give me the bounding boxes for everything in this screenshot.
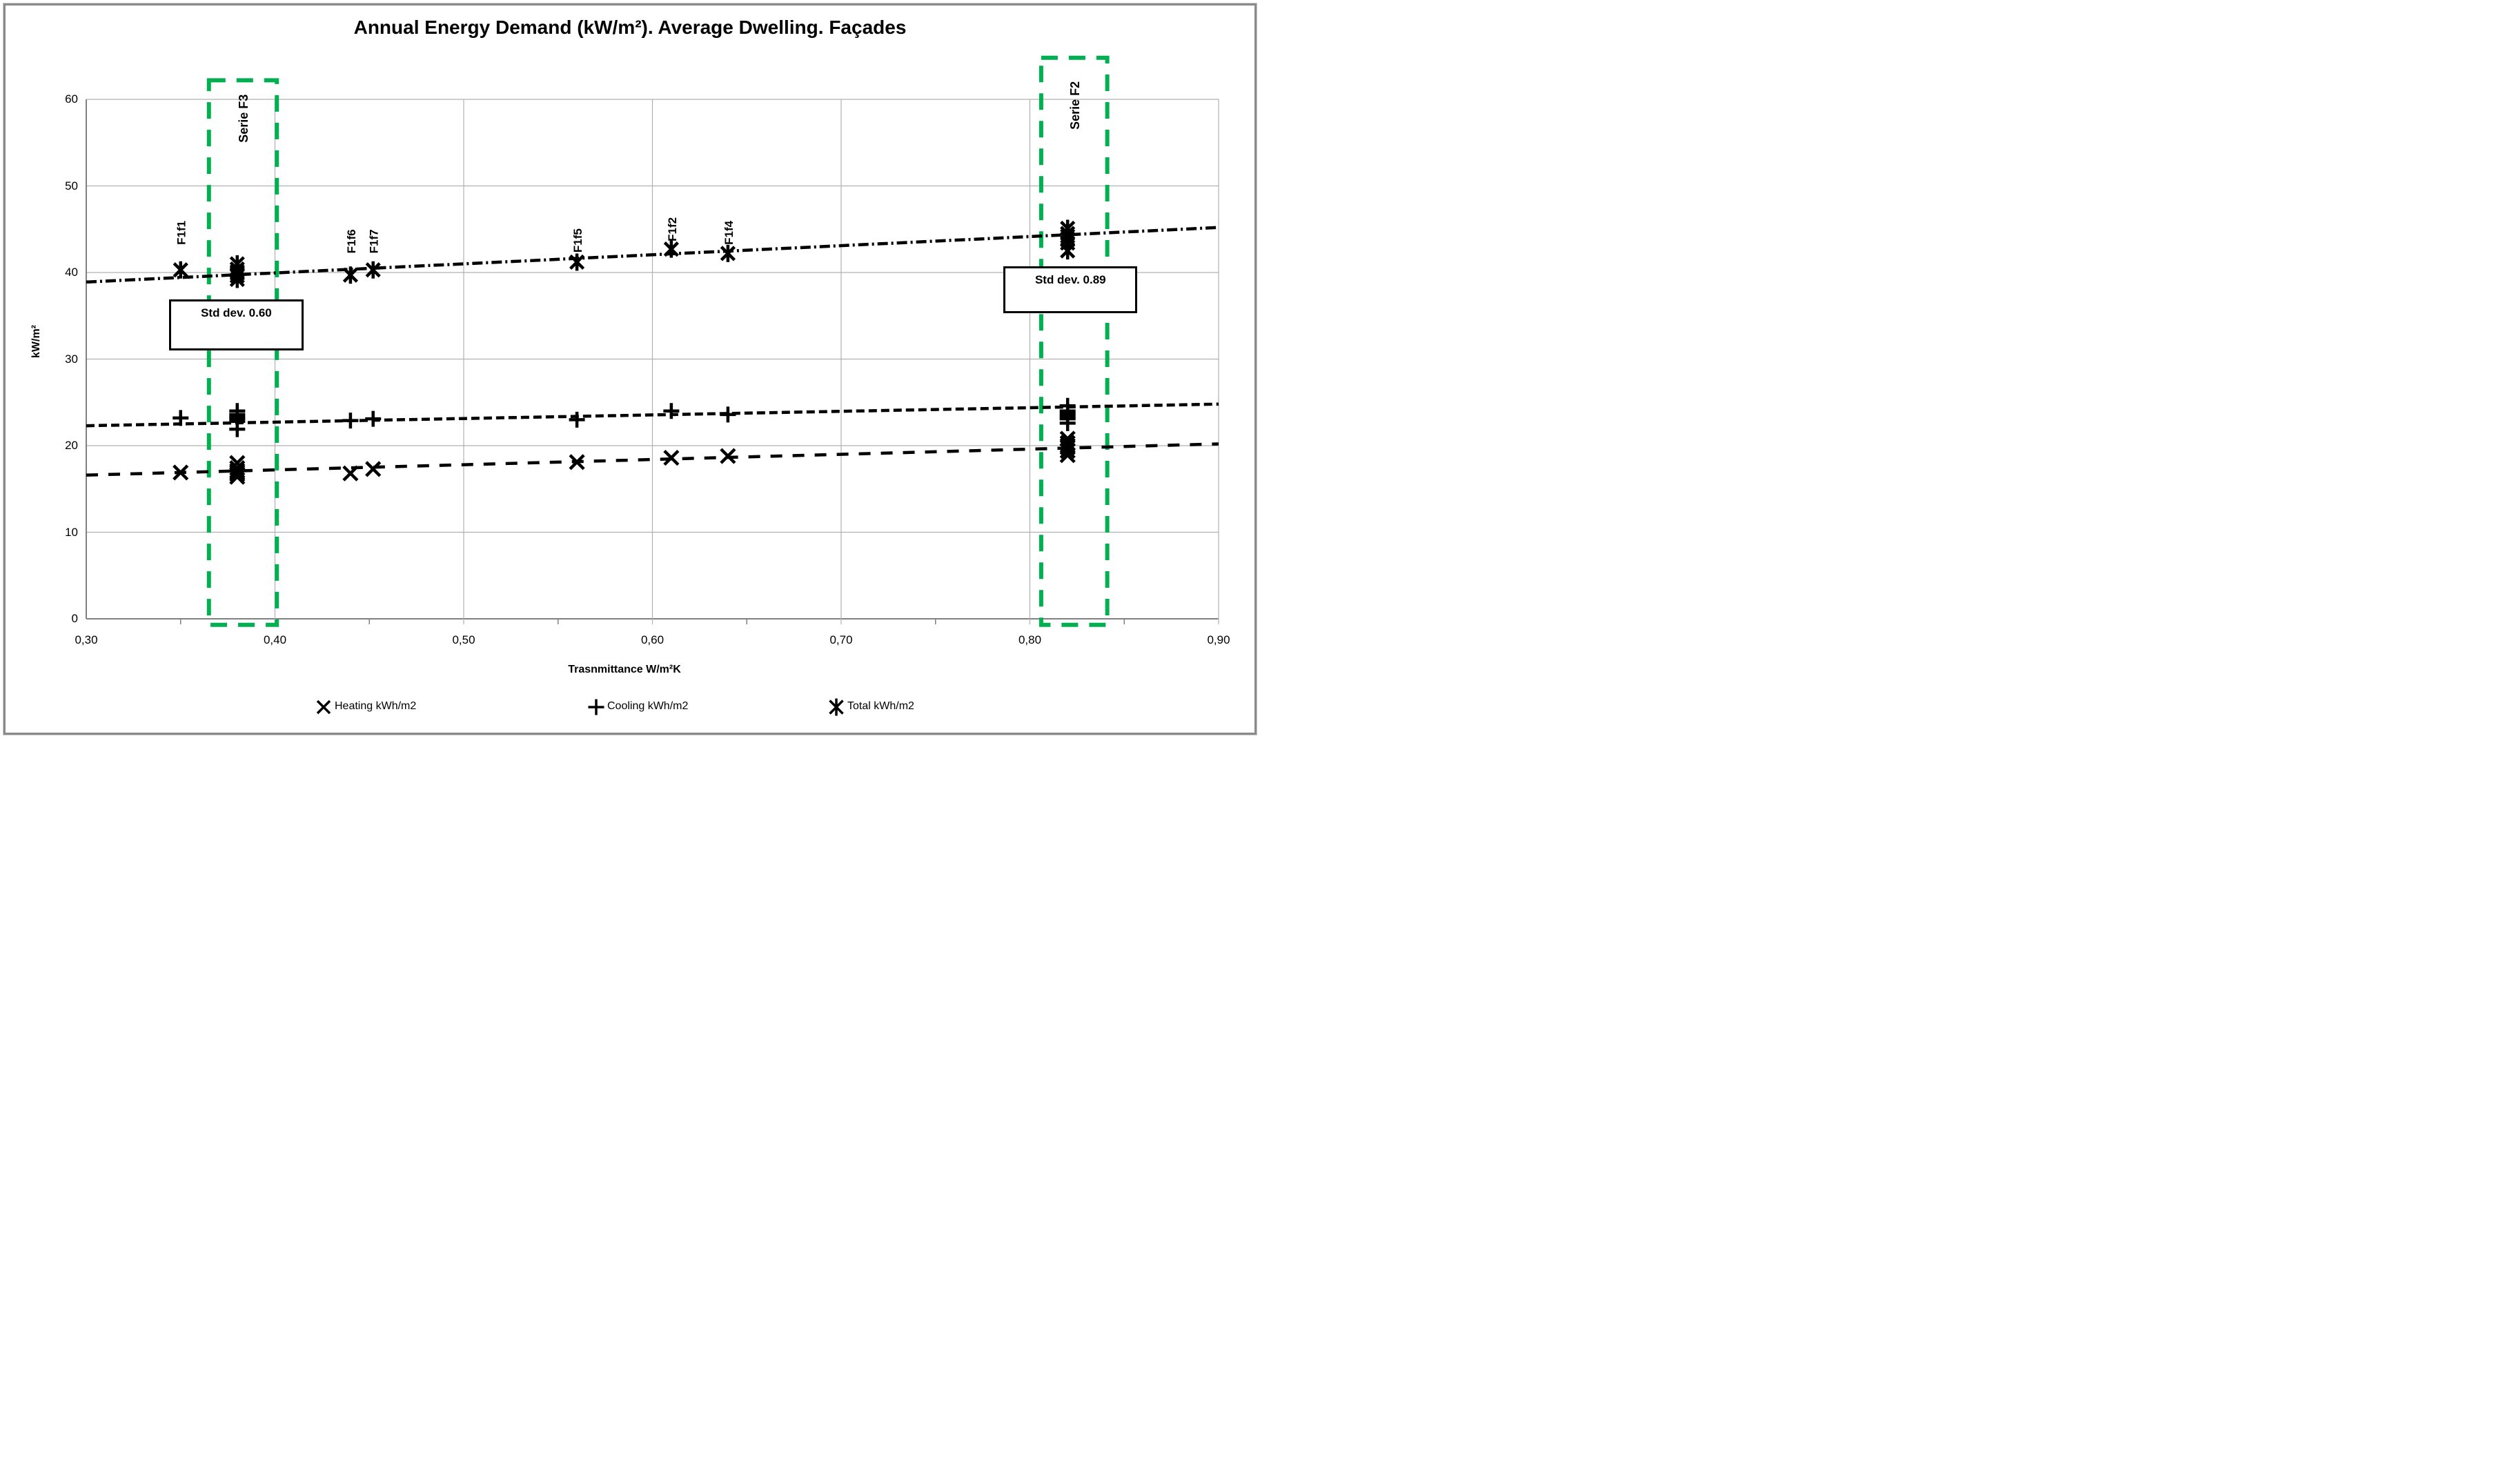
marker-star (663, 240, 679, 258)
series-box-label: Serie F2 (1068, 81, 1082, 130)
y-tick-label: 30 (65, 352, 78, 366)
y-tick-label: 40 (65, 266, 78, 279)
marker-x (663, 449, 680, 466)
chart-title: Annual Energy Demand (kW/m²). Average Dw… (353, 17, 907, 38)
legend-item: Total kWh/m2 (827, 695, 914, 717)
x-tick-label: 0,30 (75, 633, 98, 646)
legend-star-marker-icon (829, 698, 844, 716)
marker-x (1059, 442, 1076, 459)
y-tick-label: 10 (65, 525, 78, 539)
y-axis-title: kW/m² (30, 325, 42, 358)
point-label: F1f5 (571, 228, 584, 252)
series-highlight-box (1038, 55, 1110, 627)
x-tick-label: 0,50 (452, 633, 475, 646)
marker-plus (229, 421, 246, 437)
marker-x (569, 454, 585, 470)
series-highlight-box (206, 78, 279, 627)
point-label: F1f6 (345, 229, 358, 253)
stddev-box: Std dev. 0.60 (169, 299, 304, 350)
marker-x (229, 468, 246, 485)
chart-legend: Heating kWh/m2 Cooling kWh/m2 Total kWh/m2 (0, 695, 1260, 723)
marker-star (342, 266, 358, 284)
legend-item: Cooling kWh/m2 (587, 695, 688, 717)
marker-plus (569, 411, 585, 428)
trend-line-plus (86, 402, 1219, 428)
marker-x (342, 465, 359, 482)
point-label: F1f7 (368, 229, 381, 253)
series-box-label: Serie F3 (237, 95, 250, 143)
plot-area: Serie F3 Serie F2 F1f1 F1f6 F1f7 F1f5 F1f2 F1f4 (86, 55, 1219, 627)
legend-plus-marker-icon (588, 699, 604, 715)
marker-star (173, 261, 188, 279)
outer-frame (3, 3, 1257, 735)
legend-label: Total kWh/m2 (847, 700, 914, 712)
legend-label: Cooling kWh/m2 (607, 700, 689, 712)
marker-plus (1059, 415, 1076, 431)
x-tick-label: 0,70 (829, 633, 853, 646)
marker-plus (720, 406, 736, 423)
chart-page: Annual Energy Demand (kW/m²). Average Dw… (0, 0, 1260, 738)
x-axis-title: Trasnmittance W/m²K (568, 664, 681, 675)
marker-plus (342, 413, 359, 429)
x-tick-label: 0,40 (263, 633, 287, 646)
marker-x (365, 461, 382, 477)
point-label: F1f1 (175, 221, 188, 245)
y-tick-label: 50 (65, 179, 78, 192)
y-tick-label: 20 (65, 439, 78, 452)
marker-star (569, 253, 585, 271)
marker-star (229, 270, 245, 288)
marker-plus (173, 410, 189, 426)
y-tick-label: 0 (71, 612, 78, 625)
y-tick-label: 60 (65, 92, 78, 106)
marker-plus (365, 410, 382, 427)
legend-x-marker-icon (316, 700, 331, 715)
x-tick-label: 0,80 (1018, 633, 1042, 646)
marker-star (1060, 242, 1076, 260)
marker-star (365, 261, 381, 279)
point-label: F1f4 (722, 220, 736, 245)
legend-item: Heating kWh/m2 (314, 695, 416, 717)
marker-x (1059, 447, 1076, 464)
x-tick-label: 0,90 (1207, 633, 1230, 646)
marker-plus (663, 403, 680, 419)
point-label: F1f2 (666, 217, 679, 241)
marker-x (229, 466, 246, 483)
marker-x (720, 448, 736, 464)
stddev-box: Std dev. 0.89 (1003, 266, 1138, 313)
x-tick-label: 0,60 (640, 633, 665, 646)
marker-x (173, 464, 189, 481)
marker-star (720, 244, 736, 262)
legend-label: Heating kWh/m2 (335, 700, 417, 712)
trend-line-star (86, 226, 1219, 284)
